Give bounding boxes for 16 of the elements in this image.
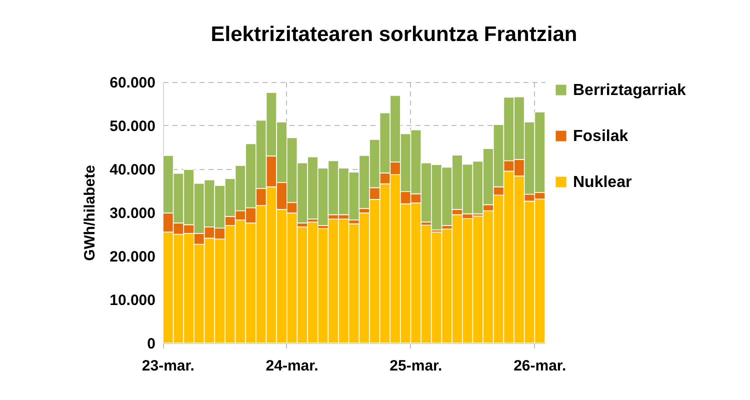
legend-label: Fosilak bbox=[573, 128, 628, 145]
x-tick-label: 25-mar. bbox=[390, 358, 442, 374]
y-axis-title: GWh/hilabete bbox=[82, 165, 99, 261]
y-tick-label: 0 bbox=[147, 336, 156, 352]
x-tick-label: 26-mar. bbox=[514, 358, 566, 374]
y-tick-label: 20.000 bbox=[110, 248, 156, 266]
y-tick-label: 10.000 bbox=[110, 292, 156, 309]
y-tick-label: 40.000 bbox=[110, 162, 156, 178]
chart-title: Elektrizitatearen sorkuntza Frantzian bbox=[210, 23, 578, 46]
x-tick-label: 23-mar. bbox=[142, 358, 194, 374]
y-tick-label: 30.000 bbox=[110, 205, 156, 222]
y-tick-label: 60.000 bbox=[110, 74, 156, 92]
x-tick-label: 24-mar. bbox=[266, 358, 318, 374]
legend-label: Berriztagarriak bbox=[573, 82, 686, 99]
legend-label: Nuklear bbox=[573, 174, 632, 191]
y-tick-label: 50.000 bbox=[110, 118, 156, 135]
